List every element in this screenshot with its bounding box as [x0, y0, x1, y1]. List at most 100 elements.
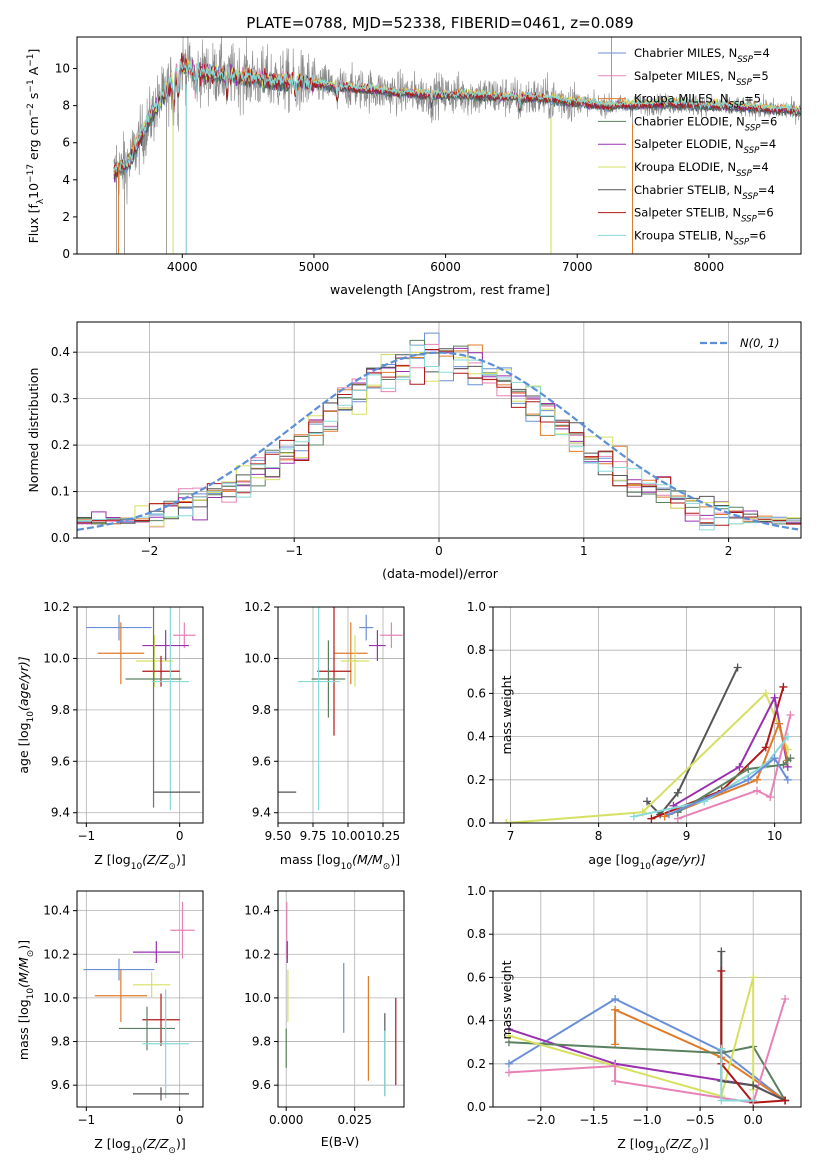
series-marker — [611, 1077, 620, 1086]
legend-entry: Salpeter ELODIE, NSSP=4 — [634, 137, 776, 156]
series-line — [720, 970, 786, 1104]
axes-mass-vs-EBV: 0.000 0.025 9.6 9.8 10.0 10.2 10.4 — [244, 890, 405, 1127]
spectrum-model-kroupa-stelib — [113, 57, 801, 173]
series-marker — [770, 693, 779, 702]
series-marker — [779, 760, 788, 769]
y-tick-label: 9.6 — [252, 754, 271, 768]
series-marker — [781, 995, 790, 1003]
series-salpeter-miles — [673, 711, 795, 823]
axes-age-vs-Z: −1 0 9.4 9.6 9.8 10.0 10.2 — [43, 600, 204, 843]
axes-frame — [492, 606, 802, 824]
x-axis-label: E(B-V) — [321, 1134, 360, 1149]
y-tick-label: 9.6 — [51, 1078, 70, 1092]
x-axis-label: Z [log10(Z/Z⊙)] — [617, 1136, 708, 1156]
data-point-kroupa-miles — [94, 969, 147, 1022]
data-point-kroupa-elodie — [133, 971, 171, 998]
legend-entry: Salpeter MILES, NSSP=5 — [634, 69, 769, 88]
series-marker — [643, 797, 651, 806]
x-tick-label: 0.000 — [269, 1113, 303, 1127]
y-tick-label: 0.1 — [51, 485, 70, 499]
chart-title: PLATE=0788, MJD=52338, FIBERID=0461, z=0… — [246, 14, 633, 32]
data-point-salpeter-elodie — [133, 941, 180, 963]
plot-area — [493, 607, 801, 823]
y-tick-label: 8 — [62, 99, 70, 113]
histogram-chabrier-stelib — [77, 348, 801, 525]
series-marker — [717, 947, 726, 956]
histogram-kroupa-stelib — [77, 344, 801, 531]
legend-entry: Kroupa ELODIE, NSSP=4 — [634, 160, 769, 179]
axes-age-vs-mass: 9.50 9.75 10.00 10.25 9.4 9.6 9.8 10.0 10.2 — [244, 600, 405, 843]
x-tick-label: 9 — [683, 829, 691, 843]
y-axis-label: mass weight — [499, 675, 514, 754]
x-tick-label: 6000 — [430, 260, 461, 274]
data-point-salpeter-stelib — [142, 993, 180, 1046]
series-marker — [761, 689, 770, 698]
x-tick-label: 10.00 — [331, 829, 365, 843]
y-tick-label: 0.0 — [51, 531, 70, 545]
series-line — [508, 1041, 786, 1102]
y-tick-label: 2 — [62, 210, 70, 224]
y-tick-label: 0.6 — [467, 686, 486, 700]
series-marker — [611, 1061, 620, 1070]
x-tick-label: −2 — [141, 544, 159, 558]
x-tick-label: 7 — [507, 829, 515, 843]
series-marker — [783, 775, 792, 784]
y-tick-label: 10.0 — [244, 991, 271, 1005]
data-point-kroupa-elodie — [135, 635, 174, 687]
y-tick-label: 9.8 — [252, 703, 271, 717]
data-point-kroupa-miles — [334, 622, 368, 685]
y-axis-label: mass weight — [499, 960, 514, 1039]
y-tick-label: 0.0 — [467, 816, 486, 830]
axes-mass-vs-Z: −1 0 9.6 9.8 10.0 10.2 10.4 — [43, 890, 204, 1127]
x-tick-label: 5000 — [299, 260, 330, 274]
data-point-salpeter-elodie — [142, 630, 189, 661]
axes-frame — [76, 36, 802, 255]
series-marker — [502, 819, 511, 823]
series-marker — [504, 1068, 513, 1077]
y-tick-label: 10.0 — [43, 651, 70, 665]
y-tick-label: 9.4 — [51, 806, 70, 820]
x-tick-label: 8 — [595, 829, 603, 843]
x-tick-label: 0 — [176, 829, 184, 843]
data-point-chabrier-elodie — [311, 640, 346, 718]
y-tick-label: 10.4 — [43, 904, 70, 918]
data-point-salpeter-miles — [380, 622, 403, 649]
axes-residuals: −2 −1 0 1 2 0.0 0.1 0.2 0.3 0.4 N(0, 1) — [51, 321, 802, 558]
series-line — [668, 756, 789, 816]
series-marker — [749, 973, 758, 982]
series-marker — [749, 1096, 758, 1105]
y-tick-label: 0.4 — [467, 730, 486, 744]
y-tick-label: 10.4 — [244, 904, 271, 918]
x-tick-label: 0.0 — [744, 1113, 763, 1127]
x-tick-label: −2.0 — [526, 1113, 555, 1127]
series-kroupa-stelib — [717, 1044, 758, 1105]
x-tick-label: 9.75 — [300, 829, 327, 843]
x-tick-label: −0.5 — [686, 1113, 715, 1127]
series-kroupa-elodie — [502, 689, 792, 823]
x-tick-label: 9.50 — [265, 829, 292, 843]
series-line — [646, 667, 739, 816]
x-tick-label: 10.25 — [366, 829, 400, 843]
data-point-kroupa-elodie — [341, 635, 369, 687]
axes-weight-vs-age: 7 8 9 10 0.0 0.2 0.4 0.6 0.8 1.0 — [467, 600, 802, 843]
series-marker — [733, 663, 742, 672]
x-tick-label: 8000 — [694, 260, 725, 274]
y-tick-label: 0.3 — [51, 392, 70, 406]
x-axis-label: mass [log10(M/M⊙)] — [280, 852, 400, 872]
plot-area — [493, 891, 801, 1107]
data-point-chabrier-elodie — [125, 607, 182, 808]
x-axis-label: Z [log10(Z/Z⊙)] — [94, 852, 185, 872]
axes-frame — [76, 606, 204, 824]
plot-area — [77, 607, 203, 823]
series-marker — [775, 719, 783, 728]
y-tick-label: 0.4 — [467, 1014, 486, 1028]
data-point-chabrier-stelib — [133, 1087, 189, 1101]
x-tick-label: 0.025 — [338, 1113, 372, 1127]
series-marker — [660, 812, 669, 821]
y-tick-label: 10.0 — [43, 991, 70, 1005]
y-tick-label: 0.0 — [467, 1100, 486, 1114]
axes-frame — [277, 890, 405, 1108]
data-point-chabrier-miles — [359, 614, 374, 641]
x-tick-label: 2 — [725, 544, 733, 558]
series-marker — [647, 814, 656, 823]
